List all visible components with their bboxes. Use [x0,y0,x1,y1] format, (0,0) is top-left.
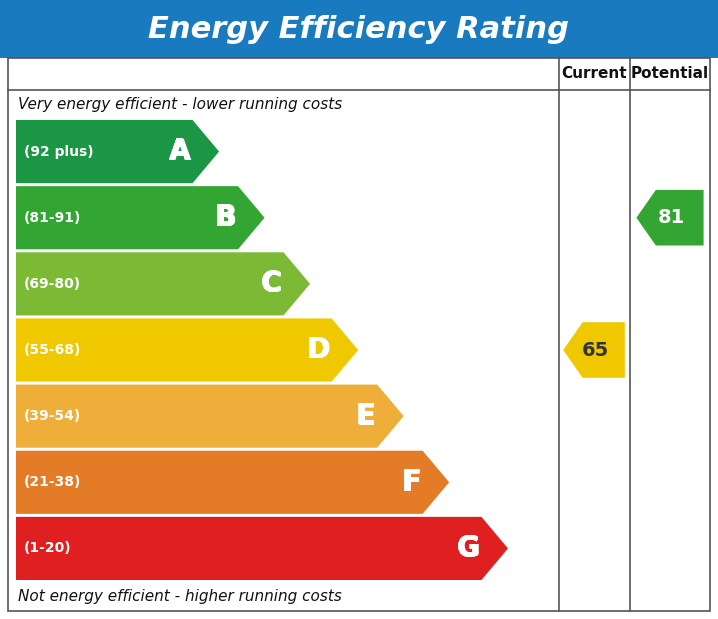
Text: G: G [457,534,480,562]
Text: G: G [456,534,479,563]
Text: (39-54): (39-54) [24,409,81,423]
Text: E: E [356,402,375,430]
Text: C: C [261,269,281,298]
Polygon shape [16,318,358,381]
Text: B: B [215,204,236,232]
Text: (92 plus): (92 plus) [24,145,93,158]
Text: Very energy efficient - lower running costs: Very energy efficient - lower running co… [18,98,342,113]
Text: F: F [402,469,421,496]
Text: D: D [307,335,330,364]
Text: F: F [401,469,420,496]
Text: E: E [356,402,375,430]
Text: B: B [215,204,236,232]
Text: A: A [169,138,190,166]
Text: E: E [356,402,375,430]
Text: C: C [261,269,281,298]
Text: F: F [402,469,421,496]
Text: A: A [169,138,191,166]
Text: C: C [261,269,281,297]
Text: F: F [401,469,420,496]
Text: Energy Efficiency Rating: Energy Efficiency Rating [149,14,569,43]
Text: Potential: Potential [631,66,709,82]
Text: A: A [169,137,190,165]
Text: F: F [402,469,421,496]
Text: C: C [261,270,281,298]
Text: B: B [215,204,236,232]
Text: G: G [457,535,479,563]
Text: A: A [169,137,190,165]
Text: G: G [457,534,480,563]
Text: A: A [169,138,190,166]
Text: (81-91): (81-91) [24,210,81,225]
Polygon shape [16,451,449,514]
Text: (69-80): (69-80) [24,277,81,291]
Text: C: C [261,270,282,298]
Polygon shape [16,186,264,249]
Text: F: F [401,468,420,496]
Polygon shape [16,517,508,580]
Text: F: F [402,468,421,496]
Text: D: D [307,337,330,365]
Text: D: D [306,336,329,364]
Text: F: F [402,469,421,496]
Text: B: B [215,204,236,232]
Text: C: C [261,271,281,298]
Text: G: G [457,534,480,563]
Text: (1-20): (1-20) [24,542,72,555]
Text: E: E [357,402,376,430]
Polygon shape [16,120,219,183]
Text: A: A [169,137,190,165]
Text: D: D [307,336,330,364]
Text: F: F [402,468,421,496]
Text: G: G [457,535,480,563]
Text: G: G [457,534,480,562]
Text: C: C [261,270,281,298]
Text: D: D [307,336,330,365]
Text: Not energy efficient - higher running costs: Not energy efficient - higher running co… [18,589,342,605]
Text: B: B [215,203,236,232]
Polygon shape [636,190,704,246]
Text: D: D [307,335,330,363]
Text: (21-38): (21-38) [24,475,81,489]
Text: B: B [215,204,236,232]
Text: C: C [261,270,281,298]
Text: E: E [356,402,375,430]
Polygon shape [563,322,625,378]
Text: E: E [357,402,376,430]
Text: A: A [169,137,191,165]
Text: 65: 65 [582,340,609,360]
Polygon shape [16,253,310,316]
Text: C: C [261,270,281,298]
Bar [0,0,718,58]
Text: Current: Current [561,66,627,82]
Text: B: B [215,204,236,232]
Text: E: E [356,402,375,431]
Text: D: D [307,335,330,364]
Text: (55-68): (55-68) [24,343,81,357]
Text: B: B [215,204,236,232]
Text: A: A [169,137,190,165]
Text: 81: 81 [658,208,685,227]
Text: E: E [357,402,376,430]
Polygon shape [16,384,404,448]
Text: E: E [356,402,375,430]
Text: A: A [169,137,191,165]
Bar [8,58,710,611]
Text: B: B [215,204,236,232]
Text: D: D [307,336,330,365]
Text: D: D [307,336,330,364]
Text: G: G [457,535,480,563]
Text: G: G [457,534,479,562]
